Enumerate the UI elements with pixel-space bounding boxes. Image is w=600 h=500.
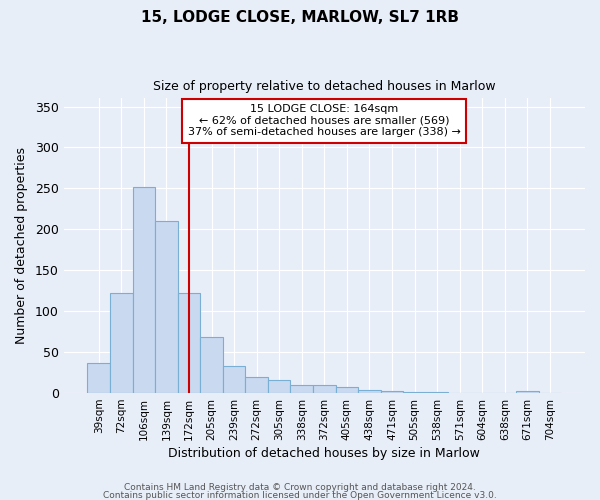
- Bar: [358, 390, 381, 393]
- Text: Contains public sector information licensed under the Open Government Licence v3: Contains public sector information licen…: [103, 490, 497, 500]
- Bar: [155, 221, 178, 393]
- Bar: [335, 386, 358, 393]
- Bar: [133, 187, 155, 393]
- Bar: [290, 385, 313, 393]
- Bar: [268, 380, 290, 393]
- Bar: [516, 390, 539, 393]
- Bar: [110, 293, 133, 393]
- Title: Size of property relative to detached houses in Marlow: Size of property relative to detached ho…: [153, 80, 496, 93]
- Text: Contains HM Land Registry data © Crown copyright and database right 2024.: Contains HM Land Registry data © Crown c…: [124, 484, 476, 492]
- Bar: [381, 392, 403, 393]
- Text: 15 LODGE CLOSE: 164sqm
← 62% of detached houses are smaller (569)
37% of semi-de: 15 LODGE CLOSE: 164sqm ← 62% of detached…: [188, 104, 461, 138]
- Bar: [313, 385, 335, 393]
- Bar: [200, 338, 223, 393]
- Bar: [245, 376, 268, 393]
- X-axis label: Distribution of detached houses by size in Marlow: Distribution of detached houses by size …: [169, 447, 480, 460]
- Bar: [178, 293, 200, 393]
- Bar: [223, 366, 245, 393]
- Bar: [403, 392, 426, 393]
- Text: 15, LODGE CLOSE, MARLOW, SL7 1RB: 15, LODGE CLOSE, MARLOW, SL7 1RB: [141, 10, 459, 25]
- Bar: [88, 363, 110, 393]
- Y-axis label: Number of detached properties: Number of detached properties: [15, 147, 28, 344]
- Bar: [426, 392, 448, 393]
